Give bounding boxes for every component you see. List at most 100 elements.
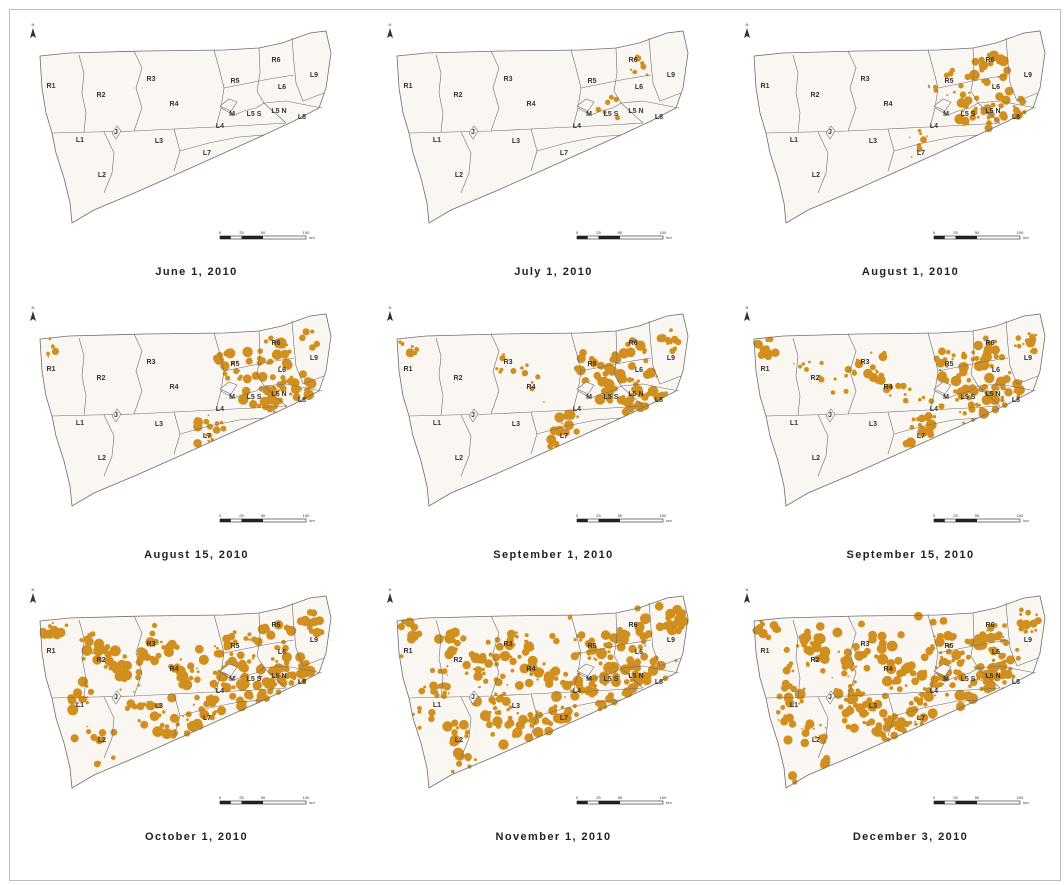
infestation-patch <box>192 703 196 706</box>
infestation-patch <box>907 661 916 670</box>
infestation-patch <box>615 115 620 121</box>
region-label: R3 <box>147 641 156 648</box>
region-label: L7 <box>203 715 211 722</box>
infestation-patch <box>414 347 420 352</box>
infestation-patch <box>887 715 892 719</box>
infestation-patch <box>297 680 301 683</box>
infestation-patch <box>904 684 908 687</box>
infestation-patch <box>516 711 520 715</box>
scale-unit-label: km <box>309 235 315 240</box>
north-arrow-label: N <box>389 305 392 310</box>
infestation-patch <box>588 691 596 698</box>
infestation-patch <box>954 677 958 681</box>
infestation-patch <box>560 705 565 710</box>
infestation-patch <box>1003 659 1007 664</box>
region-label: R5 <box>588 78 597 85</box>
infestation-patch <box>947 643 951 648</box>
infestation-patch <box>223 640 233 650</box>
infestation-patch <box>670 335 679 344</box>
infestation-patch <box>847 690 857 700</box>
region-label: L9 <box>310 637 318 644</box>
region-label: R6 <box>986 340 995 347</box>
infestation-patch <box>975 637 983 644</box>
region-label: R2 <box>811 375 820 382</box>
infestation-patch <box>85 700 89 705</box>
infestation-patch <box>611 677 621 688</box>
infestation-patch <box>969 114 976 121</box>
infestation-patch <box>150 656 159 666</box>
region-label: L9 <box>1024 72 1032 79</box>
infestation-patch <box>986 115 991 120</box>
infestation-patch <box>194 676 201 683</box>
infestation-patch <box>793 363 795 365</box>
infestation-patch <box>966 377 972 383</box>
infestation-patch <box>126 699 136 708</box>
infestation-patch <box>819 360 824 366</box>
region-label: L5 N <box>271 108 286 115</box>
infestation-patch <box>636 391 643 398</box>
infestation-patch <box>567 615 572 620</box>
region-label: L3 <box>155 138 163 145</box>
infestation-patch <box>645 367 657 378</box>
infestation-patch <box>181 679 193 691</box>
infestation-patch <box>161 645 167 650</box>
district-boundaries <box>408 602 682 759</box>
region-label: L8 <box>298 397 306 404</box>
infestation-patch <box>108 660 119 671</box>
scale-tick-label: 50 <box>261 795 266 800</box>
infestation-patch <box>654 601 664 611</box>
region-label: L6 <box>635 84 643 91</box>
infestation-patch <box>442 690 447 695</box>
infestation-patch <box>1000 384 1006 391</box>
north-arrow-label: N <box>746 587 749 592</box>
infestation-patch <box>606 680 610 684</box>
region-label: R1 <box>47 648 56 655</box>
infestation-patch <box>905 437 916 448</box>
infestation-patch <box>962 411 967 416</box>
scale-unit-label: km <box>666 518 672 523</box>
infestation-patch <box>70 734 79 743</box>
infestation-patch <box>841 717 848 724</box>
infestation-patch <box>247 632 252 637</box>
infestation-patch <box>157 713 162 718</box>
infestation-patch <box>640 613 651 625</box>
infestation-patch <box>928 398 935 404</box>
infestation-patch <box>492 653 501 662</box>
scale-tick-label: 25 <box>596 513 601 518</box>
infestation-patch <box>212 670 218 675</box>
infestation-patch <box>143 653 152 662</box>
infestation-patch <box>951 649 962 661</box>
region-label: J <box>471 412 475 419</box>
infestation-patch <box>938 403 945 410</box>
infestation-patch <box>908 387 912 391</box>
infestation-patch <box>561 422 564 425</box>
infestation-patch <box>604 663 613 673</box>
infestation-patch <box>312 627 322 638</box>
region-label: R4 <box>527 384 536 391</box>
north-arrow-label: N <box>32 22 35 27</box>
scale-unit-label: km <box>1023 518 1029 523</box>
north-arrow-icon: N <box>30 587 36 603</box>
infestation-layer <box>753 332 1038 448</box>
scale-tick-label: 25 <box>596 795 601 800</box>
infestation-patch <box>643 654 646 657</box>
infestation-patch <box>626 377 633 383</box>
infestation-patch <box>186 718 189 721</box>
infestation-patch <box>968 91 971 95</box>
infestation-patch <box>879 731 886 738</box>
infestation-patch <box>587 656 592 660</box>
region-label: R5 <box>231 643 240 650</box>
region-label: L9 <box>1024 355 1032 362</box>
infestation-patch <box>137 719 141 723</box>
scale-unit-label: km <box>309 800 315 805</box>
infestation-patch <box>1016 343 1022 349</box>
infestation-patch <box>974 355 980 361</box>
infestation-patch <box>902 670 907 675</box>
infestation-patch <box>669 328 673 333</box>
infestation-patch <box>950 375 962 387</box>
infestation-patch <box>515 631 518 634</box>
scale-tick-label: 50 <box>261 513 266 518</box>
infestation-patch <box>801 728 803 730</box>
region-label: R3 <box>147 359 156 366</box>
infestation-patch <box>485 639 491 645</box>
